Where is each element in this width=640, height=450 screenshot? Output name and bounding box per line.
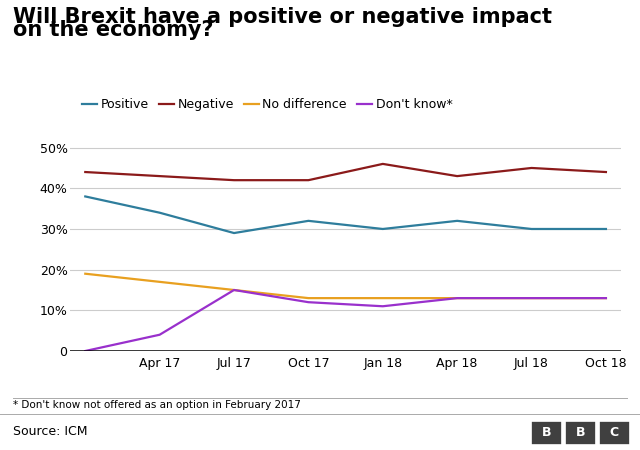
Legend: Positive, Negative, No difference, Don't know*: Positive, Negative, No difference, Don't…	[77, 93, 458, 117]
Text: on the economy?: on the economy?	[13, 20, 213, 40]
Text: Will Brexit have a positive or negative impact: Will Brexit have a positive or negative …	[13, 7, 552, 27]
Text: * Don't know not offered as an option in February 2017: * Don't know not offered as an option in…	[13, 400, 301, 410]
Text: B: B	[576, 427, 585, 439]
Text: Source: ICM: Source: ICM	[13, 425, 87, 438]
Text: B: B	[542, 427, 551, 439]
Text: C: C	[610, 427, 619, 439]
